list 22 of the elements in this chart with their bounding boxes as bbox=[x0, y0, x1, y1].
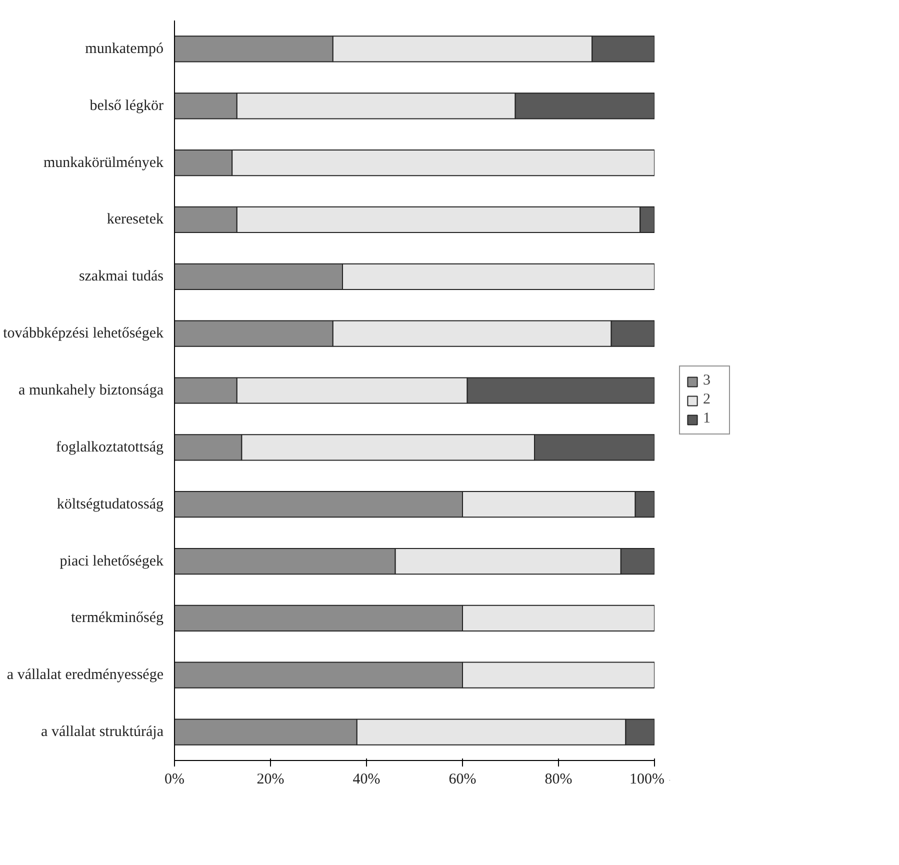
y-tick-label: a munkahely biztonsága bbox=[18, 382, 164, 398]
y-tick-label: a vállalat eredményessége bbox=[6, 667, 164, 684]
y-tick-label: foglalkoztatottság bbox=[56, 439, 164, 456]
x-tick-label: 60% bbox=[448, 772, 476, 788]
y-tick-label: piaci lehetőségek bbox=[60, 553, 164, 570]
x-tick-label: 20% bbox=[256, 772, 284, 788]
y-tick-label: továbbképzési lehetőségek bbox=[3, 326, 164, 342]
y-tick-label: termékminőség bbox=[71, 610, 164, 626]
y-tick-label: keresetek bbox=[106, 212, 164, 228]
y-tick-label: munkatempó bbox=[85, 40, 164, 57]
legend-label: 1 bbox=[703, 410, 712, 428]
x-tick-label: 80% bbox=[544, 772, 572, 788]
x-tick-label: 100% bbox=[630, 772, 665, 788]
x-tick-label: 40% bbox=[352, 772, 380, 788]
legend-label: 3 bbox=[703, 372, 712, 390]
y-tick-label: a vállalat struktúrája bbox=[41, 724, 164, 740]
x-tick-label: 0% bbox=[164, 772, 184, 788]
y-tick-label: költségtudatosság bbox=[56, 496, 164, 512]
y-tick-label: szakmai tudás bbox=[78, 268, 164, 285]
y-tick-label: belső légkör bbox=[90, 98, 164, 114]
y-tick-label: munkakörülmények bbox=[44, 154, 164, 171]
legend-label: 2 bbox=[703, 392, 712, 408]
